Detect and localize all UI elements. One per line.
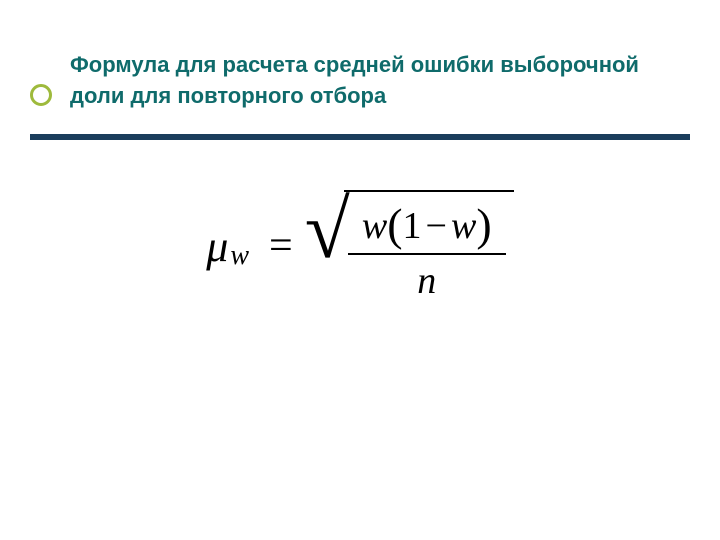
numerator: w ( 1 − w ) [362, 196, 492, 249]
fraction-line [348, 253, 506, 255]
sqrt-icon: √ [305, 195, 350, 265]
bullet-icon [30, 84, 52, 106]
paren-open: ( [387, 198, 402, 251]
denominator: n [417, 259, 436, 303]
formula-area: μ w = √ w ( 1 − w ) n [30, 190, 690, 303]
numerator-const: 1 [403, 204, 422, 248]
slide-title: Формула для расчета средней ошибки выбор… [70, 50, 690, 112]
numerator-var1: w [362, 204, 387, 248]
mu-subscript: w [230, 240, 249, 272]
slide-container: Формула для расчета средней ошибки выбор… [0, 0, 720, 540]
mu-symbol: μ [206, 221, 228, 272]
sqrt-content: w ( 1 − w ) n [344, 190, 514, 303]
sqrt-wrap: √ w ( 1 − w ) n [305, 190, 514, 303]
minus-sign: − [426, 204, 447, 248]
paren-close: ) [476, 198, 491, 251]
formula-expression: μ w = √ w ( 1 − w ) n [206, 190, 513, 303]
title-area: Формула для расчета средней ошибки выбор… [30, 50, 690, 112]
numerator-var2: w [451, 204, 476, 248]
divider-line [30, 134, 690, 140]
equals-sign: = [269, 222, 293, 270]
